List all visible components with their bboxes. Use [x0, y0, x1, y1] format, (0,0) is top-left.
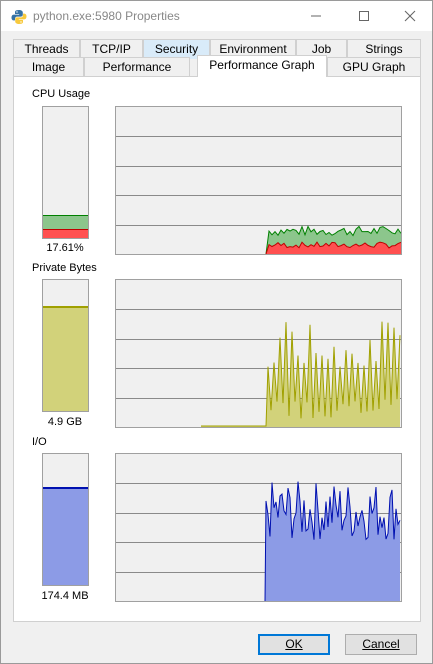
tab-threads[interactable]: Threads	[13, 39, 80, 59]
tab-image[interactable]: Image	[13, 57, 84, 77]
tab-performance[interactable]: Performance	[84, 57, 190, 77]
io-value: 174.4 MB	[41, 590, 89, 602]
io-area	[265, 481, 400, 601]
performance-graph-panel: CPU Usage 17.61% Private Bytes 4.9 GB I/…	[13, 76, 421, 622]
cpu-usage-meter	[42, 106, 89, 239]
io-graph	[115, 453, 402, 602]
tab-gpu-graph[interactable]: GPU Graph	[327, 57, 421, 77]
window-title: python.exe:5980 Properties	[33, 9, 180, 23]
cancel-button[interactable]: Cancel	[345, 634, 417, 655]
python-icon	[11, 10, 27, 24]
minimize-icon	[311, 15, 321, 17]
private-bytes-graph	[115, 279, 402, 428]
ok-label: OK	[285, 637, 303, 651]
tab-job[interactable]: Job	[296, 39, 347, 59]
cpu-meter-kernel-fill	[43, 228, 88, 238]
cpu-total-line	[265, 225, 401, 254]
cpu-usage-value: 17.61%	[46, 242, 84, 254]
private-bytes-line	[201, 321, 401, 427]
tab-environment[interactable]: Environment	[210, 39, 296, 59]
io-meter-fill	[43, 486, 88, 585]
minimize-button[interactable]	[293, 1, 339, 31]
io-meter	[42, 453, 89, 586]
maximize-button[interactable]	[341, 1, 387, 31]
io-line	[264, 481, 401, 601]
cpu-kernel-line	[265, 241, 401, 254]
cpu-usage-graph	[115, 106, 402, 255]
maximize-icon	[359, 11, 369, 21]
private-bytes-area	[201, 321, 400, 427]
ok-button[interactable]: OK	[258, 634, 330, 655]
close-button[interactable]	[387, 1, 433, 31]
tab-security[interactable]: Security	[143, 39, 210, 59]
private-bytes-meter-fill	[43, 306, 88, 411]
tab-tcpip[interactable]: TCP/IP	[80, 39, 143, 59]
private-bytes-label: Private Bytes	[32, 262, 97, 274]
tab-performance-graph[interactable]: Performance Graph	[197, 55, 327, 77]
private-bytes-value: 4.9 GB	[47, 416, 83, 428]
io-label: I/O	[32, 436, 47, 448]
tab-strings[interactable]: Strings	[347, 39, 421, 59]
cpu-usage-label: CPU Usage	[32, 88, 91, 100]
cancel-label: Cancel	[362, 637, 400, 651]
private-bytes-meter	[42, 279, 89, 412]
close-icon	[404, 10, 416, 22]
title-bar[interactable]: python.exe:5980 Properties	[1, 1, 432, 31]
